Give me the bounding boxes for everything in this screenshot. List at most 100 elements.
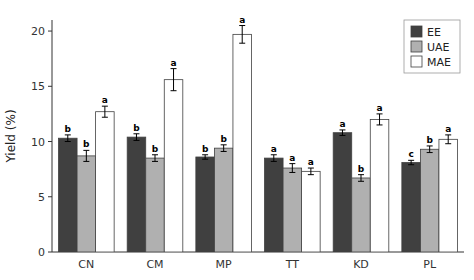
bar xyxy=(96,112,115,252)
legend-label: MAE xyxy=(427,56,451,69)
y-tick-label: 15 xyxy=(31,80,45,93)
significance-label: b xyxy=(65,124,72,134)
bar xyxy=(196,157,215,252)
legend-swatch xyxy=(411,56,422,67)
legend-swatch xyxy=(411,26,422,37)
error-line xyxy=(86,150,87,161)
significance-label: b xyxy=(83,139,90,149)
error-bar xyxy=(445,135,451,144)
significance-label: a xyxy=(102,95,108,105)
significance-label: b xyxy=(220,134,227,144)
error-line xyxy=(411,160,412,164)
significance-label: a xyxy=(308,157,314,167)
error-bar xyxy=(202,155,208,159)
error-line xyxy=(448,135,449,144)
error-cap xyxy=(308,168,314,169)
chart: 05101520CNCMMPTTKDPLYield (%)bbbaacbbbab… xyxy=(0,0,474,280)
error-cap xyxy=(102,117,108,118)
error-cap xyxy=(271,154,277,155)
significance-label: b xyxy=(152,144,159,154)
error-line xyxy=(155,155,156,162)
error-cap xyxy=(445,143,451,144)
error-cap xyxy=(202,154,208,155)
significance-label: a xyxy=(171,58,177,68)
error-cap xyxy=(271,161,277,162)
error-line xyxy=(205,155,206,159)
error-bar xyxy=(289,164,295,173)
significance-label: a xyxy=(377,103,383,113)
y-axis xyxy=(52,20,53,252)
error-bar xyxy=(221,145,227,152)
error-bar xyxy=(65,135,71,142)
error-cap xyxy=(239,25,245,26)
x-tick-label: TT xyxy=(285,258,300,271)
error-cap xyxy=(171,68,177,69)
error-bar xyxy=(358,175,364,182)
error-bar xyxy=(308,168,314,175)
y-tick xyxy=(48,31,52,32)
error-bar xyxy=(171,69,177,91)
legend: EE UAE MAE xyxy=(404,20,460,73)
bar xyxy=(127,137,146,252)
error-cap xyxy=(83,161,89,162)
error-line xyxy=(310,168,311,175)
error-line xyxy=(292,164,293,173)
x-tick-label: CM xyxy=(146,258,163,271)
error-bar xyxy=(83,150,89,161)
bar xyxy=(59,138,78,252)
bar xyxy=(402,163,421,252)
significance-label: a xyxy=(239,15,245,25)
error-cap xyxy=(133,133,139,134)
error-bar xyxy=(133,134,139,141)
error-line xyxy=(429,146,430,153)
bar xyxy=(352,178,371,252)
y-tick-label: 0 xyxy=(38,246,45,259)
error-line xyxy=(136,134,137,141)
bar xyxy=(265,158,284,252)
bar xyxy=(302,171,321,252)
error-line xyxy=(242,26,243,44)
error-cap xyxy=(221,144,227,145)
legend-label: UAE xyxy=(427,41,450,54)
bar xyxy=(146,158,165,252)
significance-label: b xyxy=(202,144,209,154)
error-bar xyxy=(377,114,383,125)
y-tick xyxy=(48,252,52,253)
error-line xyxy=(67,135,68,142)
error-cap xyxy=(377,113,383,114)
error-cap xyxy=(289,172,295,173)
y-tick-label: 20 xyxy=(31,25,45,38)
bar xyxy=(214,148,233,252)
y-tick-label: 10 xyxy=(31,136,45,149)
legend-box xyxy=(404,20,460,73)
error-cap xyxy=(445,134,451,135)
significance-label: a xyxy=(445,124,451,134)
error-bar xyxy=(339,130,345,136)
error-line xyxy=(104,106,105,117)
error-line xyxy=(361,175,362,182)
plot-area xyxy=(59,26,458,252)
legend-swatch xyxy=(411,41,422,52)
error-cap xyxy=(427,145,433,146)
error-cap xyxy=(152,154,158,155)
error-line xyxy=(223,145,224,152)
legend-label: EE xyxy=(427,26,441,39)
significance-label: b xyxy=(133,123,140,133)
error-bar xyxy=(102,106,108,117)
error-cap xyxy=(358,181,364,182)
error-cap xyxy=(102,106,108,107)
significance-label: a xyxy=(289,153,295,163)
error-cap xyxy=(358,174,364,175)
error-cap xyxy=(221,151,227,152)
error-line xyxy=(379,114,380,125)
error-cap xyxy=(339,135,345,136)
bar xyxy=(77,156,96,252)
error-bar xyxy=(408,160,414,164)
error-cap xyxy=(65,134,71,135)
significance-label: a xyxy=(271,144,277,154)
bar xyxy=(164,80,183,252)
error-cap xyxy=(408,160,414,161)
bar xyxy=(439,139,458,252)
error-cap xyxy=(202,159,208,160)
y-tick xyxy=(48,196,52,197)
